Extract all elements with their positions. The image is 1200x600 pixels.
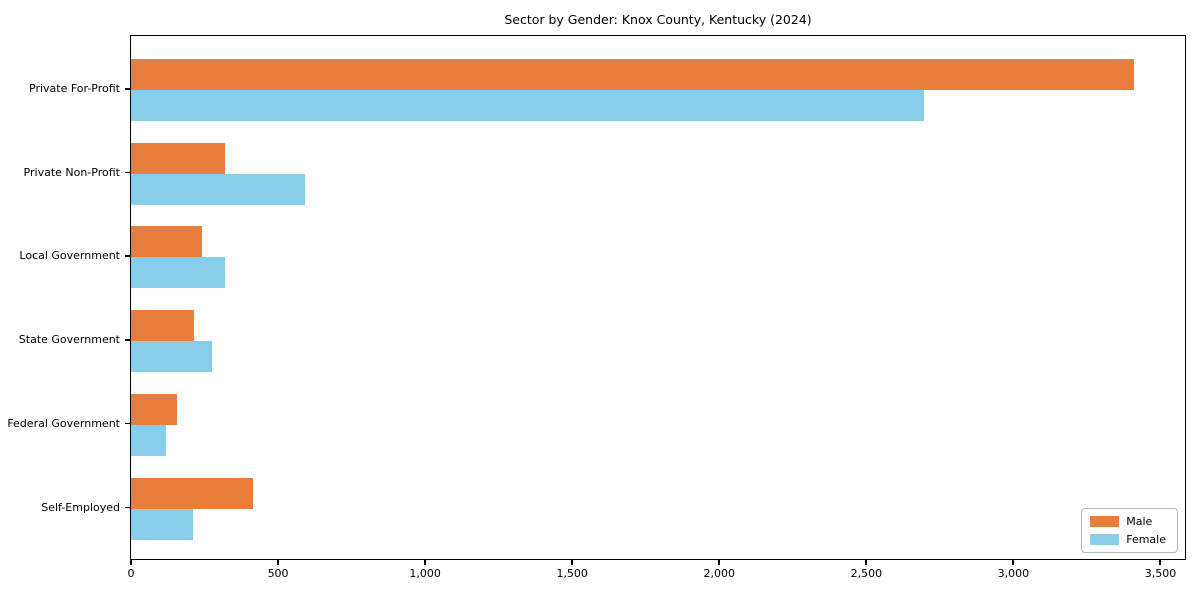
y-tick-label-local-government: Local Government	[19, 249, 120, 263]
bar-female-self-employed	[131, 508, 193, 540]
chart-title: Sector by Gender: Knox County, Kentucky …	[504, 12, 812, 27]
x-tick-label-2500: 2,500	[850, 567, 883, 580]
x-tick-mark	[424, 560, 426, 565]
legend-item-female: Female	[1090, 533, 1166, 546]
legend-swatch-female	[1090, 534, 1120, 545]
y-tick-label-private-non-profit: Private Non-Profit	[23, 165, 120, 179]
bar-male-federal-government	[131, 393, 177, 425]
x-tick-label-3000: 3,000	[997, 567, 1030, 580]
x-tick-mark	[865, 560, 867, 565]
legend-item-male: Male	[1090, 515, 1166, 528]
x-tick-label-1000: 1,000	[409, 567, 441, 580]
bar-male-private-for-profit	[131, 59, 1134, 90]
bar-female-private-non-profit	[131, 173, 305, 205]
legend-label-female: Female	[1126, 533, 1166, 546]
bar-female-state-government	[131, 341, 212, 373]
y-tick-label-self-employed: Self-Employed	[41, 500, 120, 514]
legend-swatch-male	[1090, 516, 1120, 527]
x-tick-mark	[277, 560, 279, 565]
x-tick-label-1500: 1,500	[556, 567, 588, 580]
x-tick-mark	[571, 560, 573, 565]
y-tick-mark	[125, 171, 130, 174]
x-tick-label-3500: 3,500	[1144, 567, 1177, 580]
bar-male-private-non-profit	[131, 142, 226, 174]
x-tick-label-0: 0	[127, 567, 135, 580]
legend-label-male: Male	[1126, 515, 1153, 528]
x-tick-label-2000: 2,000	[703, 567, 736, 580]
bar-female-private-for-profit	[131, 90, 924, 121]
y-tick-label-federal-government: Federal Government	[7, 416, 120, 430]
plot-area: Male Female	[130, 35, 1186, 560]
x-tick-mark	[1012, 560, 1014, 565]
y-tick-mark	[125, 422, 130, 425]
x-tick-mark	[130, 560, 132, 565]
legend: Male Female	[1081, 508, 1178, 553]
y-tick-label-state-government: State Government	[18, 333, 120, 347]
x-tick-label-500: 500	[267, 567, 289, 580]
x-tick-mark	[1159, 560, 1161, 565]
bar-male-state-government	[131, 310, 195, 342]
y-tick-mark	[125, 255, 130, 257]
y-tick-mark	[125, 339, 130, 341]
y-tick-label-private-for-profit: Private For-Profit	[29, 82, 120, 95]
y-tick-mark	[125, 88, 130, 90]
bar-male-local-government	[131, 226, 202, 258]
x-tick-mark	[718, 560, 720, 565]
bar-male-self-employed	[131, 477, 254, 509]
bar-female-local-government	[131, 257, 226, 289]
bar-female-federal-government	[131, 424, 167, 456]
y-tick-mark	[125, 506, 130, 509]
